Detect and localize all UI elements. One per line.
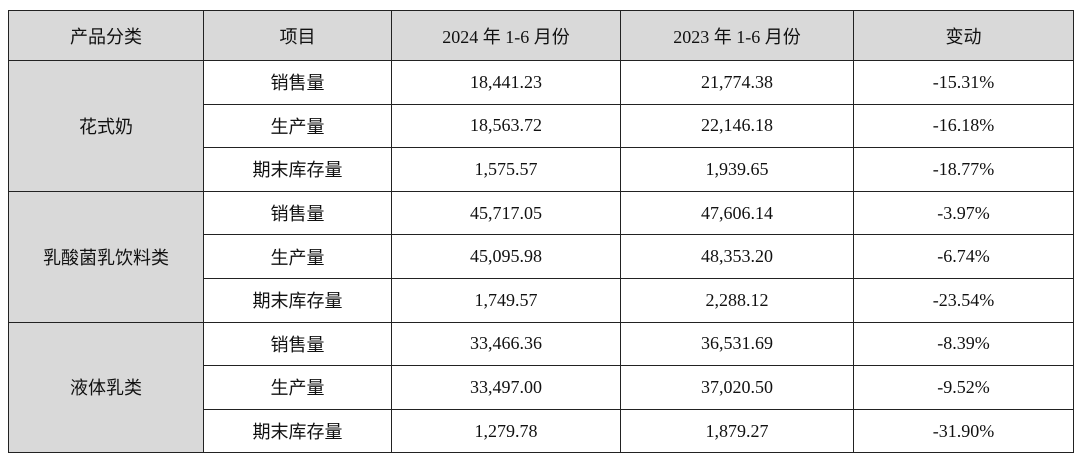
item-cell: 生产量 (203, 234, 392, 279)
value-cell: 1,279.78 (391, 408, 621, 454)
header-row: 产品分类 项目 2024 年 1-6 月份 2023 年 1-6 月份 变动 (8, 10, 1074, 61)
value-cell: 1,749.57 (391, 277, 621, 323)
value-cell: 22,146.18 (620, 103, 854, 149)
table-row: 期末库存量 1,749.57 2,288.12 -23.54% (9, 277, 1074, 323)
table-row: 乳酸菌乳饮料类 销售量 45,717.05 47,606.14 -3.97% (8, 190, 1074, 323)
value-cell: -15.31% (853, 60, 1074, 105)
value-cell: 18,563.72 (391, 103, 621, 149)
table-row: 期末库存量 1,575.57 1,939.65 -18.77% (9, 147, 1074, 192)
value-cell: 36,531.69 (620, 321, 854, 367)
value-cell: 18,441.23 (391, 60, 621, 105)
table-row: 生产量 18,563.72 22,146.18 -16.18% (9, 103, 1074, 149)
item-cell: 期末库存量 (203, 277, 392, 323)
table-row: 期末库存量 1,279.78 1,879.27 -31.90% (9, 408, 1074, 454)
value-cell: -9.52% (853, 365, 1074, 410)
data-table: 产品分类 项目 2024 年 1-6 月份 2023 年 1-6 月份 变动 花式奶 销售… (8, 10, 1074, 454)
item-cell: 销售量 (203, 60, 392, 105)
value-cell: -3.97% (853, 190, 1074, 236)
item-cell: 销售量 (203, 190, 392, 236)
value-cell: 48,353.20 (620, 234, 854, 279)
value-cell: -23.54% (853, 277, 1074, 323)
value-cell: 33,466.36 (391, 321, 621, 367)
item-cell: 销售量 (203, 321, 392, 367)
item-cell: 期末库存量 (203, 408, 392, 454)
table-body: 花式奶 销售量 18,441.23 21,774.38 -15.31% 生产量 18,563… (8, 60, 1074, 454)
value-cell: 37,020.50 (620, 365, 854, 410)
category-cell: 花式奶 (8, 60, 204, 192)
category-cell: 液体乳类 (8, 321, 204, 454)
table-row: 液体乳类 销售量 33,466.36 36,531.69 -8.39% (8, 321, 1074, 454)
header-cell: 项目 (203, 10, 392, 61)
value-cell: 47,606.14 (620, 190, 854, 236)
value-cell: 45,095.98 (391, 234, 621, 279)
value-cell: 1,575.57 (391, 147, 621, 192)
header-cell: 2024 年 1-6 月份 (391, 10, 621, 61)
header-cell: 产品分类 (8, 10, 204, 61)
item-cell: 期末库存量 (203, 147, 392, 192)
header-cell: 变动 (853, 10, 1074, 61)
value-cell: 1,939.65 (620, 147, 854, 192)
value-cell: -8.39% (853, 321, 1074, 367)
item-cell: 生产量 (203, 103, 392, 149)
value-cell: -6.74% (853, 234, 1074, 279)
table-row: 花式奶 销售量 18,441.23 21,774.38 -15.31% (8, 60, 1074, 192)
category-cell: 乳酸菌乳饮料类 (8, 190, 204, 323)
value-cell: 33,497.00 (391, 365, 621, 410)
item-cell: 生产量 (203, 365, 392, 410)
value-cell: 21,774.38 (620, 60, 854, 105)
value-cell: -31.90% (853, 408, 1074, 454)
table-row: 生产量 33,497.00 37,020.50 -9.52% (9, 365, 1074, 410)
value-cell: 1,879.27 (620, 408, 854, 454)
value-cell: 2,288.12 (620, 277, 854, 323)
value-cell: 45,717.05 (391, 190, 621, 236)
table-row: 生产量 45,095.98 48,353.20 -6.74% (9, 234, 1074, 279)
table-header: 产品分类 项目 2024 年 1-6 月份 2023 年 1-6 月份 变动 (8, 10, 1074, 61)
value-cell: -16.18% (853, 103, 1074, 149)
value-cell: -18.77% (853, 147, 1074, 192)
header-cell: 2023 年 1-6 月份 (620, 10, 854, 61)
